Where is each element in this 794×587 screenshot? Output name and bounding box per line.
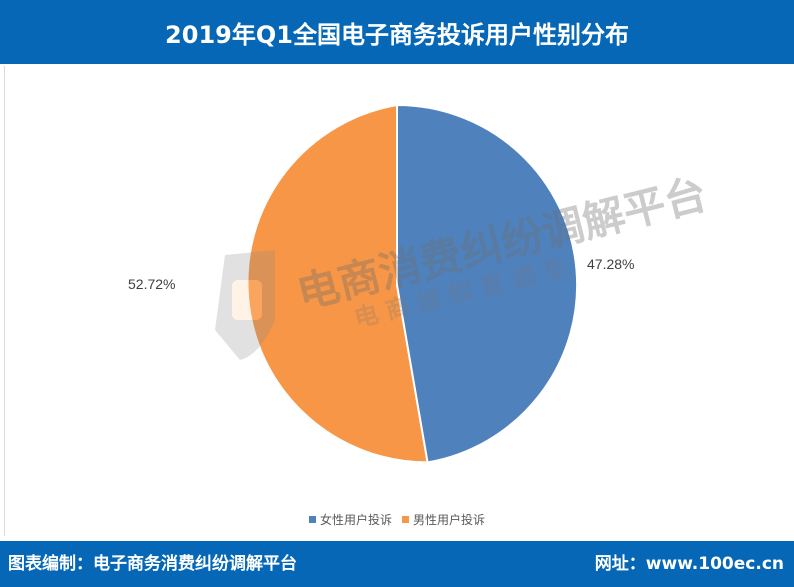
- plot-area: [4, 66, 791, 536]
- chart-legend: 女性用户投诉 男性用户投诉: [0, 511, 794, 528]
- legend-label-male: 男性用户投诉: [413, 513, 486, 527]
- watermark-fist-icon: [215, 250, 275, 360]
- chart-header: 2019年Q1全国电子商务投诉用户性别分布: [0, 0, 794, 64]
- chart-footer: 图表编制：电子商务消费纠纷调解平台 网址：www.100ec.cn: [0, 541, 794, 587]
- pie-slice-male: [246, 103, 429, 464]
- data-label-female: 47.28%: [587, 256, 635, 272]
- footer-credit: 图表编制：电子商务消费纠纷调解平台: [8, 554, 297, 574]
- legend-item-female[interactable]: 女性用户投诉: [308, 511, 392, 528]
- legend-item-male[interactable]: 男性用户投诉: [402, 511, 485, 528]
- legend-swatch-female: [308, 516, 316, 523]
- data-label-male: 52.72%: [128, 276, 176, 292]
- footer-url: 网址：www.100ec.cn: [594, 554, 784, 574]
- legend-label-female: 女性用户投诉: [319, 513, 392, 527]
- chart-title: 2019年Q1全国电子商务投诉用户性别分布: [165, 20, 629, 49]
- pie-slice-female: [396, 103, 579, 464]
- legend-swatch-male: [402, 516, 409, 523]
